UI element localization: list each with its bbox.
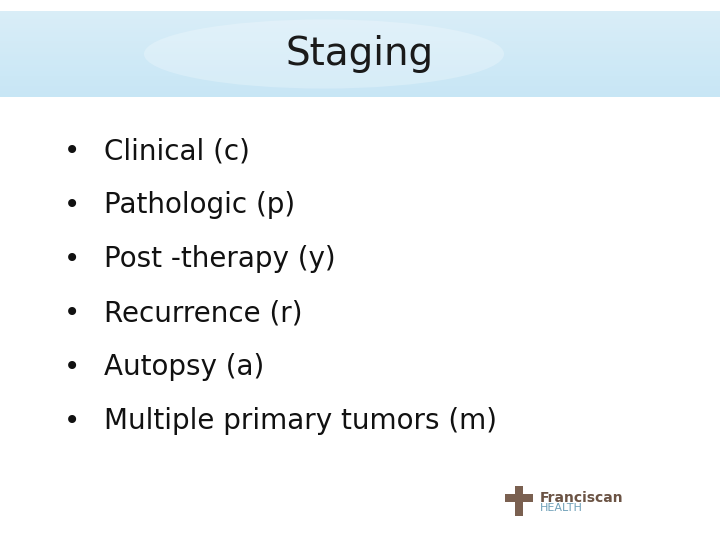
Bar — [0, 60, 720, 63]
Bar — [0, 86, 720, 89]
Bar — [0, 17, 720, 19]
Bar — [0, 82, 720, 84]
Bar — [0, 63, 720, 65]
Bar — [0, 11, 720, 13]
Bar — [0, 54, 720, 56]
Text: Post -therapy (y): Post -therapy (y) — [104, 245, 336, 273]
Bar — [0, 84, 720, 86]
Text: Clinical (c): Clinical (c) — [104, 137, 251, 165]
Bar — [0, 13, 720, 15]
Text: Staging: Staging — [286, 35, 434, 73]
Text: •: • — [64, 137, 80, 165]
Bar — [0, 56, 720, 58]
Text: HEALTH: HEALTH — [540, 503, 583, 512]
Bar — [0, 91, 720, 93]
Bar — [0, 89, 720, 91]
Bar — [0, 39, 720, 41]
Bar — [0, 28, 720, 30]
Text: Multiple primary tumors (m): Multiple primary tumors (m) — [104, 407, 498, 435]
Bar — [0, 30, 720, 32]
Text: •: • — [64, 299, 80, 327]
Bar — [0, 32, 720, 35]
Bar — [0, 58, 720, 60]
Text: Recurrence (r): Recurrence (r) — [104, 299, 303, 327]
Bar — [0, 78, 720, 80]
Bar — [0, 41, 720, 43]
Bar — [0, 95, 720, 97]
Bar — [0, 73, 720, 76]
Text: Pathologic (p): Pathologic (p) — [104, 191, 295, 219]
Bar — [0, 43, 720, 45]
Ellipse shape — [144, 19, 504, 89]
Text: •: • — [64, 245, 80, 273]
Text: Franciscan: Franciscan — [540, 491, 624, 505]
Bar — [0, 52, 720, 54]
Bar — [0, 71, 720, 73]
Bar — [0, 76, 720, 78]
Bar — [0, 37, 720, 39]
Bar — [0, 19, 720, 22]
Bar — [0, 65, 720, 67]
Text: •: • — [64, 353, 80, 381]
Bar — [0, 26, 720, 28]
Bar — [0, 48, 720, 50]
Bar — [0, 69, 720, 71]
Bar — [0, 93, 720, 95]
Text: Autopsy (a): Autopsy (a) — [104, 353, 265, 381]
Bar — [515, 486, 523, 516]
Bar — [0, 15, 720, 17]
Bar — [505, 494, 533, 502]
Bar — [0, 24, 720, 26]
Bar — [0, 35, 720, 37]
Text: •: • — [64, 407, 80, 435]
Bar — [0, 80, 720, 82]
Bar — [0, 67, 720, 69]
Text: •: • — [64, 191, 80, 219]
Bar — [0, 45, 720, 48]
Bar — [0, 50, 720, 52]
Bar — [0, 22, 720, 24]
